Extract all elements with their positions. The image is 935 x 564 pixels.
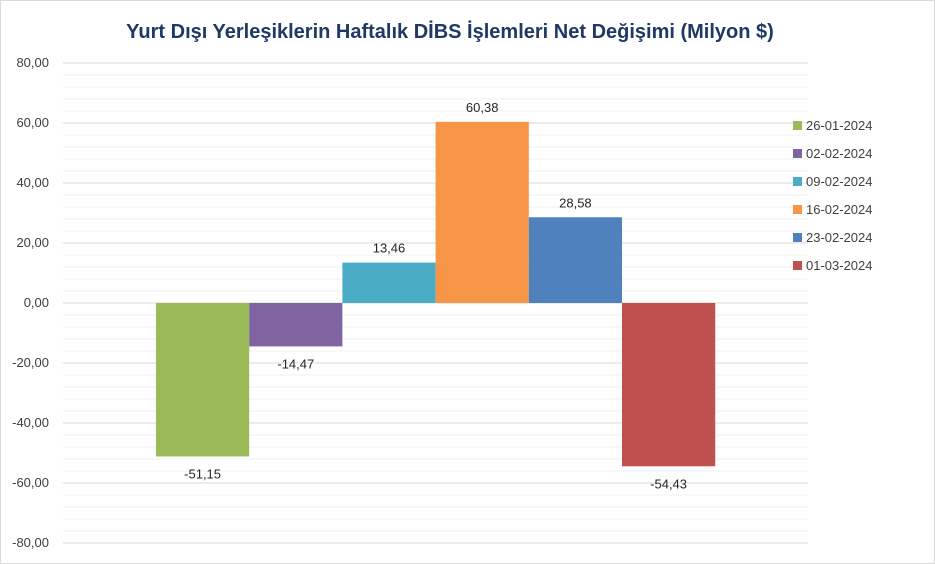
y-axis: 80,00 60,00 40,00 20,00 0,00 -20,00 -40,00 -60,…	[12, 55, 49, 550]
y-tick-label: 40,00	[16, 175, 49, 190]
bar-16-02-2024	[435, 121, 529, 303]
data-label: -54,43	[650, 476, 687, 491]
legend: 26-01-2024 02-02-2024 09-02-2024 16-02-2024…	[793, 118, 873, 273]
legend-label: 01-03-2024	[806, 258, 873, 273]
bars	[156, 121, 716, 467]
data-label: 28,58	[559, 195, 592, 210]
y-tick-label: 20,00	[16, 235, 49, 250]
bar-02-02-2024	[249, 303, 343, 347]
legend-swatch	[793, 121, 802, 130]
data-labels: -51,15 -14,47 13,46 60,38 28,58 -54,43	[184, 100, 687, 491]
chart-title: Yurt Dışı Yerleşiklerin Haftalık DİBS İş…	[126, 20, 774, 43]
legend-label: 23-02-2024	[806, 230, 873, 245]
y-tick-label: -60,00	[12, 475, 49, 490]
y-tick-label: 0,00	[24, 295, 49, 310]
bar-23-02-2024	[528, 217, 622, 303]
y-tick-label: -40,00	[12, 415, 49, 430]
legend-swatch	[793, 149, 802, 158]
bar-01-03-2024	[622, 303, 716, 467]
data-label: -51,15	[184, 466, 221, 481]
y-tick-label: 60,00	[16, 115, 49, 130]
y-tick-label: -20,00	[12, 355, 49, 370]
data-label: 60,38	[466, 100, 499, 115]
y-tick-label: 80,00	[16, 55, 49, 70]
bar-09-02-2024	[342, 262, 436, 303]
legend-swatch	[793, 205, 802, 214]
legend-label: 16-02-2024	[806, 202, 873, 217]
y-tick-label: -80,00	[12, 535, 49, 550]
legend-label: 26-01-2024	[806, 118, 873, 133]
bar-26-01-2024	[156, 303, 250, 457]
legend-swatch	[793, 261, 802, 270]
legend-swatch	[793, 177, 802, 186]
data-label: 13,46	[373, 241, 406, 256]
legend-label: 09-02-2024	[806, 174, 873, 189]
legend-swatch	[793, 233, 802, 242]
legend-label: 02-02-2024	[806, 146, 873, 161]
data-label: -14,47	[277, 356, 314, 371]
